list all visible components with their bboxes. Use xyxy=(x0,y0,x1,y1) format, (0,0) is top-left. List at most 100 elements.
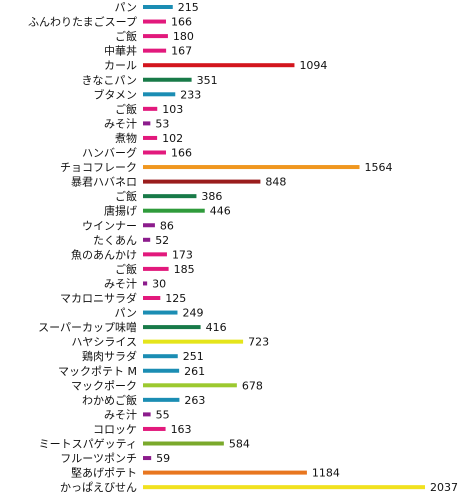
category-label: スーパーカップ味噌 xyxy=(38,321,137,334)
value-label: 53 xyxy=(155,117,169,130)
category-label: ご飯 xyxy=(115,262,137,276)
bar xyxy=(143,354,178,359)
category-label: たくあん xyxy=(93,234,137,247)
bar xyxy=(143,208,205,213)
value-label: 59 xyxy=(156,452,170,465)
bar xyxy=(143,150,166,155)
category-label: フルーツポンチ xyxy=(60,452,137,465)
category-label: ご飯 xyxy=(115,102,137,116)
value-label: 86 xyxy=(160,219,174,232)
category-label: みそ汁 xyxy=(104,408,137,421)
category-label: ご飯 xyxy=(115,29,137,43)
value-label: 351 xyxy=(197,74,218,87)
bar xyxy=(143,397,180,402)
bar xyxy=(143,179,261,184)
category-label: みそ汁 xyxy=(104,117,137,130)
value-label: 125 xyxy=(165,292,186,305)
bar xyxy=(143,412,151,417)
bar xyxy=(143,252,167,257)
value-label: 215 xyxy=(178,1,199,14)
value-label: 261 xyxy=(184,365,205,378)
bar xyxy=(143,266,169,271)
value-label: 163 xyxy=(171,423,192,436)
value-label: 584 xyxy=(229,438,250,451)
value-label: 52 xyxy=(155,234,169,247)
value-label: 173 xyxy=(172,248,193,261)
value-label: 1094 xyxy=(299,59,327,72)
bar xyxy=(143,165,360,170)
bar xyxy=(143,34,168,39)
value-label: 446 xyxy=(210,205,231,218)
value-label: 103 xyxy=(162,103,183,116)
value-label: 416 xyxy=(206,321,227,334)
value-label: 1564 xyxy=(365,161,393,174)
category-label: マカロニサラダ xyxy=(60,291,137,305)
category-label: 魚のあんかけ xyxy=(71,248,137,261)
bar xyxy=(143,63,295,68)
value-label: 55 xyxy=(156,408,170,421)
bar xyxy=(143,223,155,228)
category-label: 暴君ハバネロ xyxy=(71,176,137,189)
bar xyxy=(143,48,167,53)
category-label: ハンバーグ xyxy=(82,146,137,160)
bar xyxy=(143,92,176,97)
value-label: 167 xyxy=(171,45,192,58)
category-label: きなこパン xyxy=(81,74,137,87)
value-label: 166 xyxy=(171,16,192,29)
category-label: ミートスパゲッティ xyxy=(39,438,137,451)
category-label: かっぱえびせん xyxy=(60,481,137,494)
value-label: 1184 xyxy=(312,467,340,480)
bar xyxy=(143,310,178,315)
category-label: 堅あげポテト xyxy=(71,467,137,480)
bar xyxy=(143,339,244,344)
bar xyxy=(143,106,158,111)
category-label: カール xyxy=(104,59,137,72)
bar xyxy=(143,194,197,199)
value-label: 233 xyxy=(180,88,201,101)
category-label: マックポーク xyxy=(71,379,137,392)
category-label: 唐揚げ xyxy=(104,204,137,218)
bar xyxy=(143,281,148,286)
bar xyxy=(143,426,166,431)
value-label: 263 xyxy=(184,394,205,407)
category-label: みそ汁 xyxy=(104,277,137,290)
category-label: 煮物 xyxy=(115,131,137,145)
bar xyxy=(143,470,307,475)
bar xyxy=(143,121,151,126)
bar xyxy=(143,368,180,373)
bar xyxy=(143,485,425,490)
category-label: ふんわりたまごスープ xyxy=(28,15,137,29)
bar xyxy=(143,296,161,300)
category-label: 鶏肉サラダ xyxy=(82,349,137,363)
value-label: 102 xyxy=(162,132,183,145)
value-label: 2037 xyxy=(430,481,458,494)
category-label: コロッケ xyxy=(93,423,137,436)
category-label: チョコフレーク xyxy=(60,161,137,174)
bar xyxy=(143,77,192,82)
value-label: 678 xyxy=(242,379,263,392)
bar xyxy=(143,135,158,140)
value-label: 180 xyxy=(173,30,194,43)
value-label: 185 xyxy=(174,263,195,276)
bar xyxy=(143,441,224,446)
category-label: ハヤシライス xyxy=(71,336,137,349)
bar xyxy=(143,325,201,330)
value-label: 249 xyxy=(182,307,203,320)
category-label: ブタメン xyxy=(93,87,137,101)
value-label: 166 xyxy=(171,147,192,160)
category-label: パン xyxy=(114,1,137,14)
bar xyxy=(143,456,152,461)
value-label: 723 xyxy=(248,336,269,349)
category-label: わかめご飯 xyxy=(82,393,137,407)
value-label: 251 xyxy=(183,350,204,363)
bar xyxy=(143,237,151,242)
value-label: 386 xyxy=(201,190,222,203)
bar xyxy=(143,383,237,388)
value-label: 848 xyxy=(265,176,286,189)
category-label: ウインナー xyxy=(82,219,137,232)
category-label: マックポテト M xyxy=(58,365,137,378)
category-label: ご飯 xyxy=(115,189,137,203)
bar xyxy=(143,19,166,24)
bar xyxy=(143,5,173,9)
